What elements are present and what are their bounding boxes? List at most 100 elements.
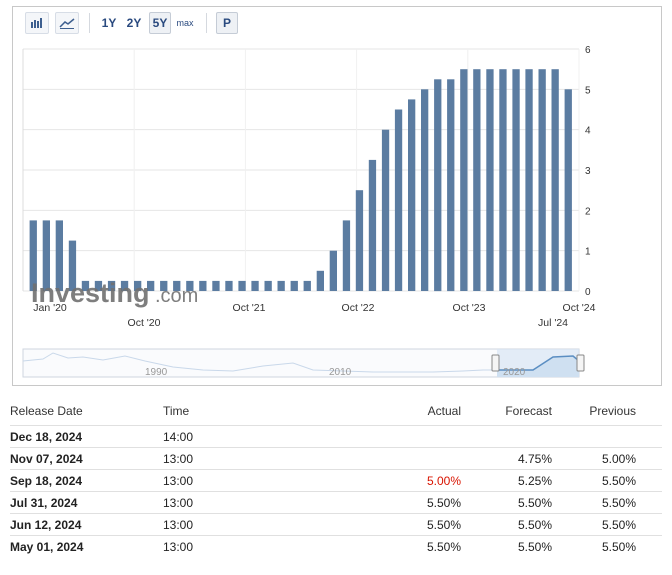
bar[interactable] [447, 79, 455, 292]
navigator: 1990 2010 2020 [22, 348, 585, 378]
watermark-suffix: .com [155, 285, 198, 307]
bar[interactable] [551, 69, 559, 291]
navigator-label-1990: 1990 [145, 367, 168, 378]
cell-forecast: 5.50% [517, 540, 552, 554]
y-tick-label: 1 [585, 247, 591, 258]
header-time[interactable]: Time [163, 404, 190, 418]
chart-frame: 1Y 2Y 5Y max P 0 1 2 3 4 5 6 Jan '20 Oct '21 Oct… [12, 6, 662, 386]
bar[interactable] [564, 89, 572, 291]
bar[interactable] [421, 89, 429, 291]
bar[interactable] [107, 280, 116, 291]
bar[interactable] [342, 220, 351, 291]
cell-release-date: Nov 07, 2024 [10, 452, 83, 466]
bar[interactable] [303, 280, 311, 291]
p-button[interactable]: P [216, 12, 238, 34]
cell-release-date: May 01, 2024 [10, 540, 84, 554]
y-tick-label: 3 [585, 166, 591, 177]
grid-lines [22, 48, 580, 292]
bar[interactable] [512, 69, 520, 291]
bar[interactable] [160, 280, 168, 291]
bar[interactable] [473, 69, 481, 291]
bar-chart-icon[interactable] [25, 12, 49, 34]
bar[interactable] [55, 220, 63, 291]
cell-actual: 5.50% [426, 540, 461, 554]
table-row: Sep 18, 2024 13:00 5.00% 5.25% 5.50% [10, 469, 662, 492]
period-max-button[interactable]: max [176, 18, 194, 28]
bar[interactable] [173, 280, 181, 291]
header-previous[interactable]: Previous [589, 404, 636, 418]
period-2y-button[interactable]: 2Y [126, 16, 142, 30]
bar[interactable] [460, 69, 468, 291]
bar[interactable] [264, 280, 272, 291]
bar[interactable] [225, 280, 233, 291]
cell-actual: 5.50% [426, 518, 461, 532]
bar[interactable] [486, 69, 494, 291]
cell-time: 13:00 [163, 474, 194, 488]
table-row: May 01, 2024 13:00 5.50% 5.50% 5.50% [10, 535, 662, 558]
cell-release-date: Sep 18, 2024 [10, 474, 83, 488]
navigator-label-2010: 2010 [329, 367, 352, 378]
toolbar-separator [206, 13, 207, 33]
bar[interactable] [329, 250, 337, 291]
header-forecast[interactable]: Forecast [505, 404, 552, 418]
bar[interactable] [94, 280, 103, 291]
bar[interactable] [251, 280, 259, 291]
header-release-date[interactable]: Release Date [10, 404, 83, 418]
y-axis: 0 1 2 3 4 5 6 [585, 45, 591, 298]
header-actual[interactable]: Actual [427, 404, 461, 418]
bar[interactable] [134, 280, 142, 291]
navigator-history-line [22, 352, 497, 373]
period-1y-button[interactable]: 1Y [101, 16, 117, 30]
cell-actual: 5.00% [426, 474, 461, 488]
bar[interactable] [42, 220, 50, 291]
x-axis: Jan '20 Oct '21 Oct '22 Oct '23 Oct '24 Oct '… [33, 302, 595, 329]
cell-release-date: Jul 31, 2024 [10, 496, 78, 510]
cell-release-date: Dec 18, 2024 [10, 430, 83, 444]
table-row: Jun 12, 2024 13:00 5.50% 5.50% 5.50% [10, 513, 662, 536]
y-tick-label: 6 [585, 45, 591, 56]
bar[interactable] [186, 280, 194, 291]
cell-forecast: 5.50% [517, 496, 552, 510]
period-5y-button[interactable]: 5Y [149, 12, 171, 34]
bar-series [29, 69, 572, 292]
bar[interactable] [525, 69, 533, 291]
bar[interactable] [290, 280, 298, 291]
cell-previous: 5.50% [601, 518, 636, 532]
bar-chart-icon-glyph [31, 18, 42, 28]
bar[interactable] [68, 240, 77, 291]
bar[interactable] [277, 280, 285, 291]
bar[interactable] [199, 280, 207, 291]
x-tick-label: Oct '20 [128, 317, 161, 329]
chart-plot: 0 1 2 3 4 5 6 Jan '20 Oct '21 Oct '22 Oct '23 Oct … [22, 45, 596, 378]
bar[interactable] [120, 280, 129, 291]
bar[interactable] [238, 280, 246, 291]
bar[interactable] [355, 190, 364, 291]
bar[interactable] [29, 220, 37, 291]
bar[interactable] [212, 280, 220, 291]
bar[interactable] [81, 280, 90, 291]
bar[interactable] [394, 109, 403, 292]
cell-time: 13:00 [163, 452, 194, 466]
cell-time: 14:00 [163, 430, 194, 444]
line-chart-icon-glyph [59, 18, 75, 29]
bar[interactable] [316, 270, 324, 291]
line-chart-icon[interactable] [55, 12, 79, 34]
cell-previous: 5.50% [601, 496, 636, 510]
bar[interactable] [434, 79, 442, 292]
bar[interactable] [499, 69, 507, 291]
bar[interactable] [368, 159, 377, 291]
cell-forecast: 4.75% [517, 452, 552, 466]
x-tick-label: Oct '23 [453, 302, 486, 314]
bar[interactable] [381, 129, 390, 291]
navigator-handle-right[interactable] [576, 354, 585, 372]
table-row: Jul 31, 2024 13:00 5.50% 5.50% 5.50% [10, 491, 662, 514]
x-tick-label: Oct '24 [563, 302, 596, 314]
bar[interactable] [408, 99, 416, 292]
chart-toolbar: 1Y 2Y 5Y max P [13, 7, 661, 39]
bar[interactable] [538, 69, 546, 291]
x-tick-label: Jul '24 [538, 317, 568, 329]
x-tick-label: Jan '20 [33, 302, 67, 314]
navigator-handle-left[interactable] [491, 354, 500, 372]
bar[interactable] [147, 280, 155, 291]
cell-previous: 5.00% [601, 452, 636, 466]
